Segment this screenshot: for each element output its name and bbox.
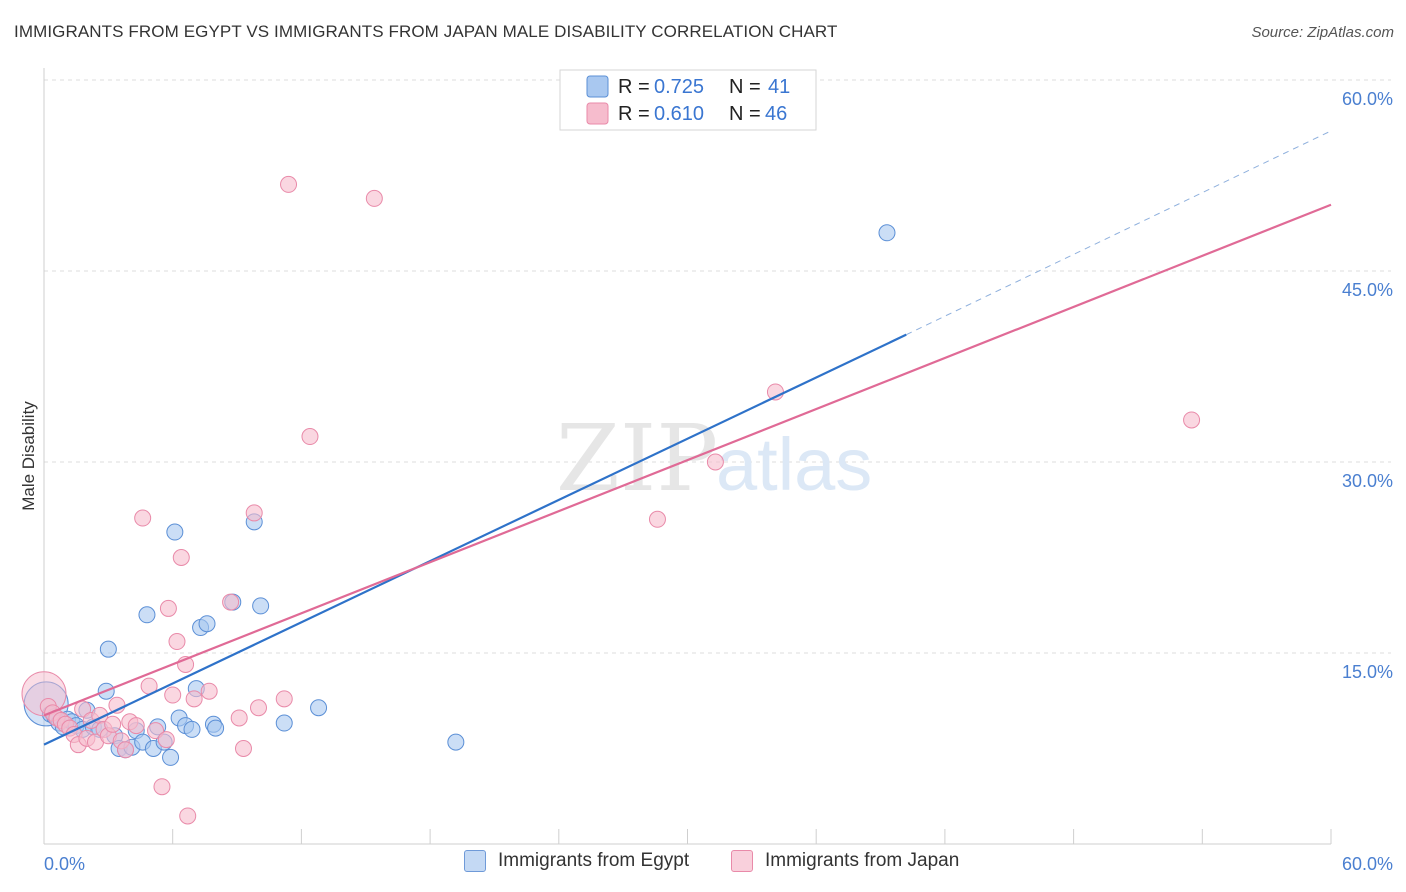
bottom-legend: Immigrants from Egypt Immigrants from Ja…: [0, 850, 1406, 880]
bottom-legend-japan-label: Immigrants from Japan: [765, 850, 960, 871]
japan-point: [245, 504, 263, 522]
legend-japan-n-value: 46: [765, 103, 787, 125]
legend-box: R = 0.725 N = 41 R = 0.610 N = 46: [559, 69, 817, 131]
japan-point: [365, 189, 383, 207]
japan-point: [230, 709, 248, 727]
bottom-legend-japan: Immigrants from Japan: [731, 850, 959, 872]
source-label: Source: ZipAtlas.com: [1251, 24, 1394, 41]
japan-point: [127, 717, 145, 735]
japan-point: [153, 778, 171, 796]
japan-point: [185, 690, 203, 708]
egypt-point: [310, 699, 328, 717]
legend-japan-r-value: 0.610: [654, 103, 704, 125]
y-tick-label: 45.0%: [1342, 280, 1393, 300]
japan-point: [172, 549, 190, 566]
legend-egypt-n-label: N =: [729, 76, 761, 98]
japan-point: [200, 682, 218, 700]
egypt-trend-line: [43, 333, 907, 746]
japan-point: [234, 740, 252, 757]
legend-egypt-n-value: 41: [768, 76, 790, 98]
egypt-point: [198, 615, 216, 633]
bottom-legend-egypt-swatch: [464, 850, 486, 872]
japan-point: [157, 731, 175, 749]
japan-point: [117, 741, 135, 759]
bottom-legend-japan-swatch: [731, 850, 753, 872]
egypt-point: [162, 748, 180, 766]
egypt-point: [207, 719, 225, 737]
y-tick-label: 15.0%: [1342, 662, 1393, 682]
points-layer: [21, 175, 1201, 825]
egypt-point: [99, 640, 117, 658]
legend-egypt-r-label: R =: [618, 76, 650, 98]
legend-egypt-swatch: [586, 75, 609, 98]
y-tick-label: 60.0%: [1342, 89, 1393, 109]
japan-point: [164, 686, 182, 704]
japan-point: [134, 509, 152, 527]
egypt-point: [878, 224, 896, 242]
japan-point: [301, 428, 319, 446]
japan-point: [159, 599, 177, 617]
japan-point: [168, 633, 186, 651]
japan-point: [706, 453, 724, 471]
japan-point: [250, 699, 267, 717]
x-tick-label: 60.0%: [1342, 854, 1393, 874]
legend-japan-n-label: N =: [729, 103, 761, 125]
egypt-point: [447, 733, 465, 751]
chart-title: IMMIGRANTS FROM EGYPT VS IMMIGRANTS FROM…: [14, 22, 838, 41]
watermark-atlas: atlas: [716, 423, 872, 506]
egypt-point: [252, 597, 270, 615]
japan-trend-line: [43, 203, 1332, 717]
japan-point: [275, 690, 293, 708]
japan-point: [280, 175, 298, 193]
x-tick-label: 0.0%: [44, 854, 85, 874]
egypt-point: [275, 714, 293, 732]
trend-layer: [43, 130, 1332, 746]
japan-point: [222, 593, 240, 611]
tick-layer: 15.0% 30.0% 45.0% 60.0% 0.0% 60.0%: [44, 89, 1393, 874]
bottom-legend-egypt: Immigrants from Egypt: [464, 850, 689, 872]
legend-egypt-r-value: 0.725: [654, 76, 704, 98]
legend-japan-r-label: R =: [618, 103, 650, 125]
egypt-trend-extension: [906, 130, 1332, 336]
egypt-point: [183, 720, 201, 738]
japan-point: [104, 715, 122, 733]
japan-point: [1183, 411, 1201, 429]
japan-point: [648, 510, 666, 528]
egypt-point: [138, 606, 156, 624]
japan-point: [179, 807, 197, 825]
bottom-legend-egypt-label: Immigrants from Egypt: [498, 850, 690, 871]
y-axis-label: Male Disability: [19, 401, 38, 511]
legend-japan-swatch: [586, 102, 609, 125]
egypt-point: [166, 523, 184, 541]
y-tick-label: 30.0%: [1342, 471, 1393, 491]
